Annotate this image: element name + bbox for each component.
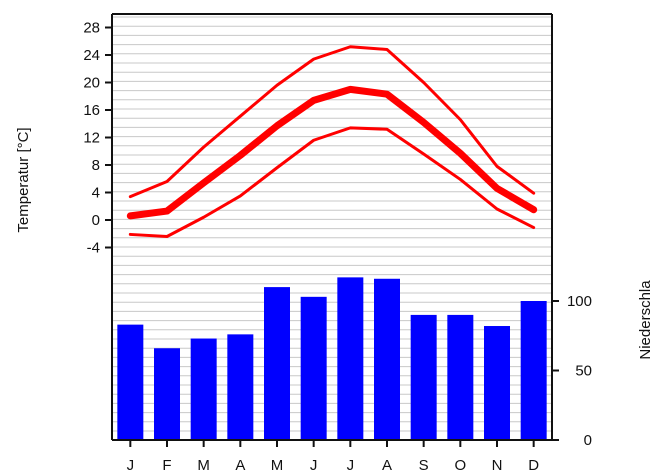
temperature-max-line [128, 45, 536, 199]
grid-lines [112, 16, 552, 432]
month-tick-label: J [127, 457, 135, 473]
precipitation-tick-labels: 0 50 100 [552, 293, 592, 449]
precipitation-bar-6 [300, 296, 327, 440]
temperature-tick-labels: -4 0 4 8 12 16 20 24 28 [83, 20, 112, 257]
temperature-lines [126, 45, 538, 238]
precipitation-bar-9 [410, 314, 437, 440]
temperature-tick-label: 28 [83, 20, 100, 37]
temperature-tick-label: 8 [92, 157, 100, 174]
precipitation-bar-2 [154, 348, 180, 440]
precipitation-tick-label: 0 [584, 432, 592, 449]
temperature-tick-label: 12 [83, 130, 100, 147]
month-tick-label: D [528, 457, 539, 473]
month-tick-label: O [454, 457, 466, 473]
precipitation-bar-11 [484, 326, 510, 440]
precipitation-bars [117, 277, 547, 440]
precipitation-bar-1 [117, 324, 144, 440]
month-tick-label: F [162, 457, 171, 473]
month-tick-label: M [197, 457, 210, 473]
precipitation-tick-label: 100 [567, 293, 592, 310]
precipitation-axis-label: Niederschla [637, 280, 654, 360]
temperature-min-line [128, 126, 536, 238]
precipitation-bar-4 [227, 334, 254, 440]
temperature-tick-label: 24 [83, 47, 100, 64]
temperature-tick-label: 20 [83, 75, 100, 92]
temperature-axis-label: Temperatur [°C] [15, 127, 32, 232]
precipitation-bar-10 [447, 314, 474, 440]
temperature-tick-label: 4 [92, 185, 100, 202]
precipitation-bar-5 [264, 287, 290, 440]
temperature-tick-label: 16 [83, 102, 100, 119]
precipitation-bar-3 [190, 338, 217, 440]
temperature-mean-line [126, 85, 538, 220]
month-tick-label: J [347, 457, 355, 473]
precipitation-bar-8 [374, 278, 400, 440]
month-tick-label: A [382, 457, 392, 473]
precipitation-bar-7 [337, 277, 364, 440]
month-tick-label: A [235, 457, 245, 473]
temperature-tick-label: 0 [92, 212, 100, 229]
month-tick-label: S [419, 457, 429, 473]
temperature-tick-label: -4 [87, 240, 100, 257]
precipitation-bar-12 [520, 301, 547, 440]
month-tick-label: N [492, 457, 503, 473]
precipitation-tick-label: 50 [575, 363, 592, 380]
month-tick-label: M [271, 457, 284, 473]
month-tick-label: J [310, 457, 318, 473]
